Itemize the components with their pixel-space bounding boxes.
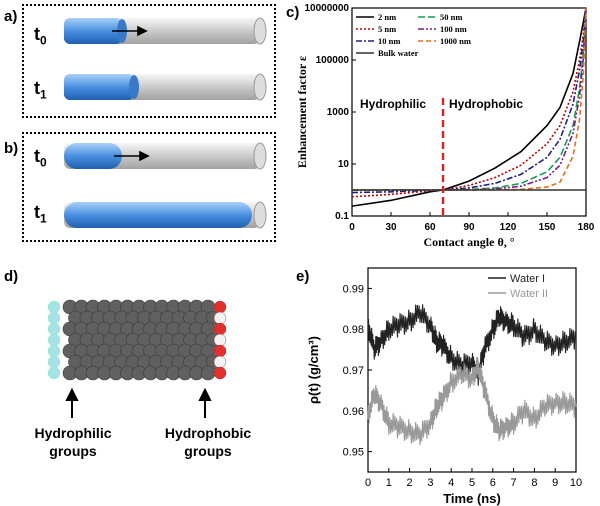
series-line-5-nm	[351, 7, 587, 198]
x-tick-label-e: 1	[386, 477, 392, 489]
y-tick-label-c: 1000	[327, 107, 350, 118]
legend-label-c: 2 nm	[378, 12, 396, 22]
legend-label-c: 1000 nm	[440, 36, 471, 46]
group-arrows	[65, 387, 212, 418]
hydrophobic-group-label: Hydrophobic groups	[164, 425, 252, 459]
tube-b-t1	[64, 201, 267, 229]
y-axis-label-e: ρ(t) (g/cm³)	[306, 336, 321, 404]
x-tick-label-c: 30	[385, 222, 397, 233]
legend-label-e: Water I	[510, 273, 545, 285]
y-tick-label-e: 0.95	[343, 447, 364, 459]
panel-a-t1-label: t1	[34, 78, 47, 102]
legend-label-e: Water II	[510, 288, 548, 300]
legend-label-c: 5 nm	[378, 24, 396, 34]
hydrophobic-region-label: Hydrophobic	[449, 97, 523, 111]
hydrophilic-arrow	[65, 387, 79, 401]
x-tick-label-e: 10	[570, 477, 582, 489]
series-line-10-nm	[351, 7, 587, 194]
x-tick-label-c: 90	[463, 222, 475, 233]
series-line-Water-II	[367, 357, 577, 446]
x-tick-label-c: 150	[539, 222, 556, 233]
x-tick-label-c: 120	[500, 222, 517, 233]
tube-b-t0	[64, 142, 267, 170]
y-tick-label-c: 0.1	[335, 211, 349, 222]
x-tick-label-e: 6	[490, 477, 496, 489]
y-axis-label-c: Enhancement factor ε	[295, 56, 309, 168]
tube-a-t0	[64, 17, 267, 45]
panel-a-label: a)	[4, 8, 18, 25]
hydrophilic-group-label: Hydrophilic groups	[34, 425, 112, 459]
panel-b-box	[22, 132, 276, 242]
panel-b-label: b)	[4, 140, 19, 157]
series-line-2-nm	[351, 7, 587, 207]
x-tick-label-e: 5	[469, 477, 475, 489]
x-axis-label-e: Time (ns)	[443, 491, 501, 506]
hydrophobic-atom	[213, 366, 227, 380]
y-tick-label-c: 10000000	[305, 3, 350, 14]
legend-label-c: Bulk water	[378, 48, 419, 58]
y-tick-label-e: 0.98	[343, 324, 364, 336]
arrow-b	[114, 150, 150, 162]
panel-b-t0-label: t0	[34, 146, 47, 170]
chart-e: 0 1 2 3 4 5 6 7 8 9 10 0.95 0.96 0.97 0.98 0.99 Time (ns…	[306, 267, 582, 506]
hydrophobic-arrow	[198, 387, 212, 401]
x-tick-label-e: 2	[407, 477, 413, 489]
x-tick-label-e: 3	[427, 477, 433, 489]
x-tick-label-e: 7	[511, 477, 517, 489]
panel-c-label: c)	[286, 4, 300, 21]
hydrophilic-region-label: Hydrophilic	[360, 97, 426, 111]
hydrophilic-atom	[47, 366, 61, 380]
panel-a-box	[22, 4, 276, 118]
legend-label-c: 10 nm	[378, 36, 400, 46]
panel-d-label: d)	[4, 268, 19, 285]
chart-c: 0 30 60 90 120 150 180 0.1 10 1000 100000 10000000 C…	[295, 3, 595, 249]
x-tick-label-e: 4	[448, 477, 454, 489]
y-tick-label-c: 10	[338, 159, 350, 170]
legend-label-c: 100 nm	[440, 24, 467, 34]
x-tick-label-c: 180	[578, 222, 595, 233]
panel-e-label: e)	[296, 268, 310, 285]
panel-a-tubes	[64, 17, 267, 101]
panel-b-tubes	[64, 142, 267, 229]
y-tick-label-e: 0.99	[343, 283, 364, 295]
x-tick-label-e: 9	[552, 477, 558, 489]
legend-label-c: 50 nm	[440, 12, 462, 22]
y-tick-label-e: 0.97	[343, 365, 364, 377]
x-tick-label-e: 8	[531, 477, 537, 489]
x-axis-label-c: Contact angle θ, °	[423, 235, 514, 249]
arrow-a	[112, 25, 148, 37]
panel-b-t1-label: t1	[34, 202, 47, 226]
y-tick-label-e: 0.96	[343, 406, 364, 418]
x-tick-label-c: 60	[424, 222, 436, 233]
nanotube-model	[47, 299, 227, 381]
tube-a-t1	[64, 73, 267, 101]
y-tick-label-c: 100000	[316, 55, 350, 66]
x-tick-label-e: 0	[365, 477, 371, 489]
x-tick-label-c: 0	[349, 222, 355, 233]
panel-a-t0-label: t0	[34, 24, 47, 48]
